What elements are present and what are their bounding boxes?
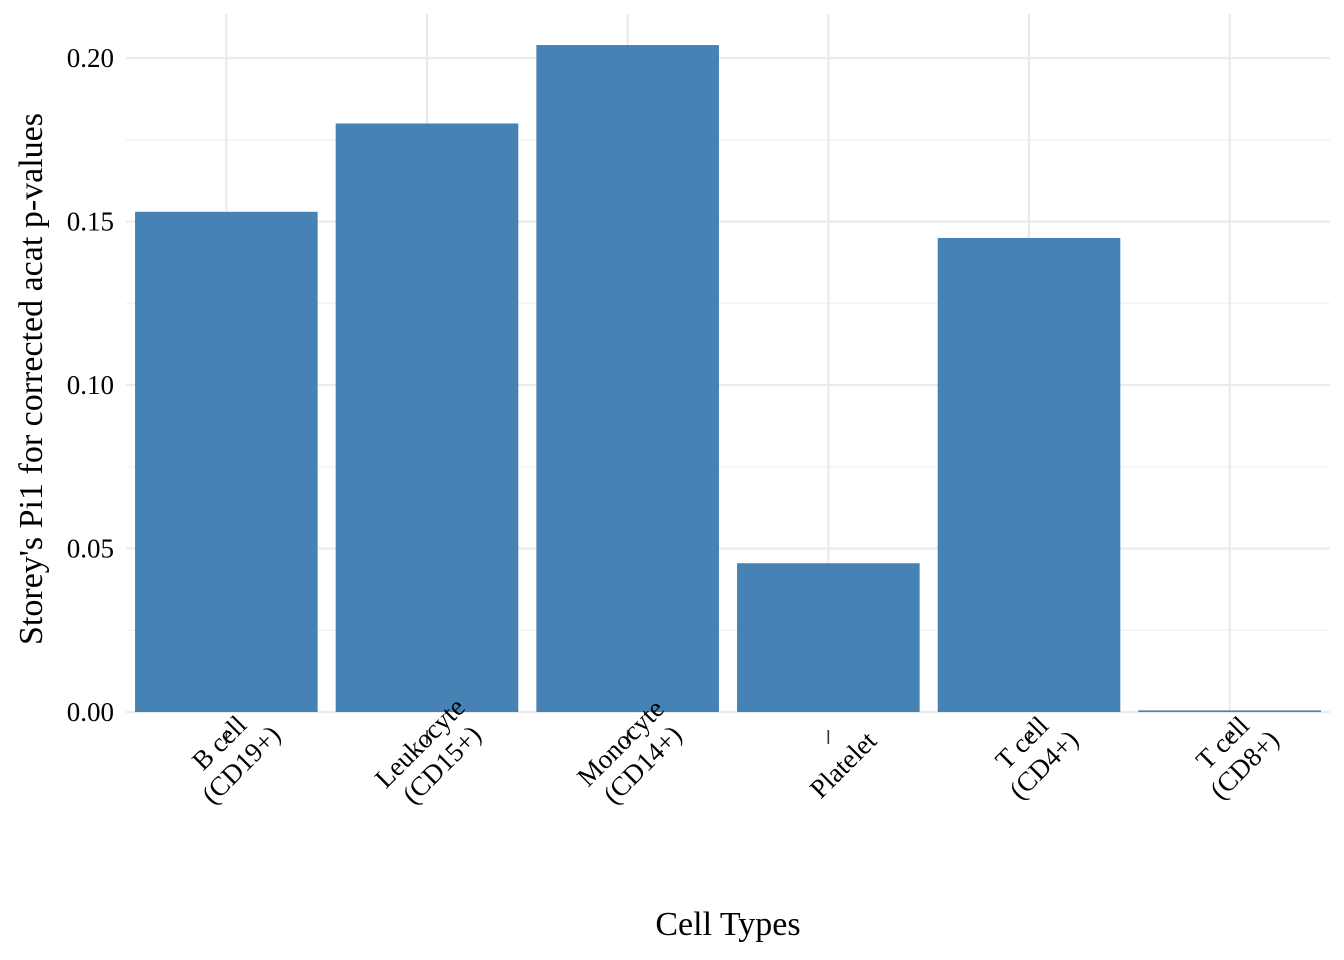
bar — [536, 45, 719, 713]
y-axis-title: Storey's Pi1 for corrected acat p-values — [13, 113, 50, 645]
bar — [1138, 710, 1321, 712]
bar — [937, 237, 1121, 712]
bar — [335, 123, 519, 713]
x-tick-label-line: Platelet — [804, 725, 883, 804]
bar — [135, 211, 318, 712]
x-axis-title: Cell Types — [655, 906, 800, 943]
y-tick-label: 0.10 — [67, 370, 114, 400]
bar — [737, 563, 920, 712]
x-tick-label: T cell(CD4+) — [989, 710, 1084, 805]
y-tick-label: 0.05 — [67, 534, 114, 564]
x-tick-label: B cell(CD19+) — [186, 710, 286, 810]
y-tick-label: 0.00 — [67, 697, 114, 727]
bars — [135, 45, 1321, 713]
x-tick-label: T cell(CD8+) — [1190, 710, 1285, 805]
y-axis-ticks: 0.00 0.05 0.10 0.15 0.20 — [67, 43, 114, 727]
x-tick-label: Platelet — [804, 725, 883, 804]
y-tick-label: 0.15 — [67, 207, 114, 237]
y-tick-label: 0.20 — [67, 43, 114, 73]
